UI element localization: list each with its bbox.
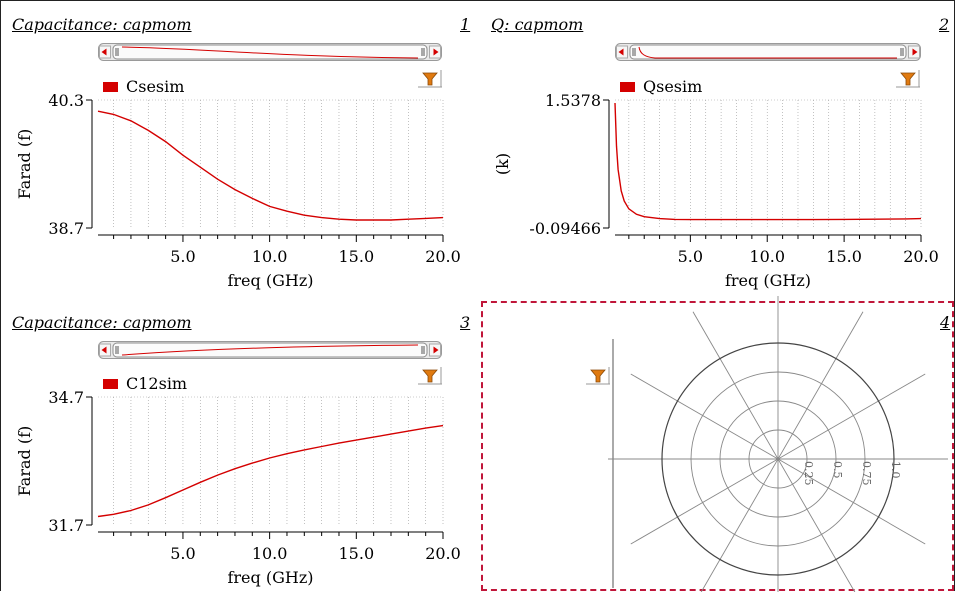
plot-title: Capacitance: capmom [12,15,192,34]
x-range-slider[interactable] [98,42,442,62]
plot-panel-1[interactable]: Capacitance: capmom 1 Csesim 40.3 38.7 Far… [0,0,478,296]
x-range-slider[interactable] [98,340,442,360]
plot-area[interactable]: 40.3 38.7 Farad (f) 5.0 10.0 15.0 20.0 freq (GH… [0,0,478,296]
polar-plot-area[interactable]: 0.25 0.5 0.75 1.0 [478,296,955,592]
slider-left-arrow [101,346,107,354]
funnel-shape [422,369,438,383]
radial-tick-label: 1.0 [889,461,902,479]
slider-preview-curve [121,46,419,59]
x-axis-label: freq (GHz) [227,568,313,587]
x-axis-label: freq (GHz) [725,271,811,290]
x-tick-label: 20.0 [425,544,461,563]
plot-area[interactable]: 1.5378 -0.09466 (k) 5.0 10.0 15.0 20.0 freq (GH… [478,0,955,296]
slider-thumb [629,44,907,60]
x-tick-label: 5.0 [170,247,195,266]
legend-label: C12sim [126,374,188,393]
plot-panel-4[interactable]: 4 0.25 0.5 0.75 1.0 [478,296,955,592]
legend-swatch [103,81,118,92]
filter-icon[interactable] [418,70,442,88]
slider-thumb [112,44,428,60]
x-tick-label: 10.0 [252,544,288,563]
plot-number: 4 [940,313,951,332]
legend-label: Csesim [126,77,185,96]
legend-swatch [620,81,635,92]
polar-spoke [630,373,926,545]
series-line [614,102,922,221]
y-tick-label: 38.7 [48,219,84,238]
slider-right-arrow [433,346,439,354]
x-range-slider[interactable] [615,42,921,62]
x-tick-label: 5.0 [170,544,195,563]
plot-area[interactable]: 34.7 31.7 Farad (f) 5.0 10.0 15.0 20.0 freq (GH… [0,296,478,592]
y-tick-label: 1.5378 [545,91,601,110]
plot-title: Capacitance: capmom [12,313,192,332]
x-tick-label: 15.0 [339,544,375,563]
filter-icon[interactable] [896,70,920,88]
funnel-shape [900,72,916,86]
series-line [97,424,444,518]
plot-panel-2[interactable]: Q: capmom 2 Qsesim 1.5378 -0.09466 (k) 5.0 1… [478,0,955,296]
funnel-shape [590,369,606,383]
y-axis-label: Farad (f) [15,129,34,199]
slider-preview-curve [121,344,419,356]
polar-ring [719,400,837,518]
legend-swatch [103,378,118,389]
radial-tick-label: 0.75 [860,461,873,486]
x-tick-label: 10.0 [252,247,288,266]
polar-ring [748,429,808,489]
y-tick-label: 40.3 [48,91,84,110]
series-line [97,110,444,221]
x-tick-label: 15.0 [826,247,862,266]
filter-icon[interactable] [586,367,610,385]
slider-right-arrow [912,48,918,56]
plot-panel-3[interactable]: Capacitance: capmom 3 C12sim 34.7 31.7 Far… [0,296,478,592]
slider-left-arrow [101,48,107,56]
x-tick-label: 20.0 [425,247,461,266]
slider-thumb [112,342,428,358]
legend: Qsesim [620,77,702,96]
y-tick-label: -0.09466 [529,219,601,238]
slider-preview-curve [638,46,897,59]
plot-number: 3 [460,313,471,332]
radial-tick-label: 0.25 [802,461,815,486]
radial-tick-label: 0.5 [831,461,844,479]
legend: C12sim [103,374,187,393]
plot-number: 2 [939,15,950,34]
x-tick-label: 10.0 [749,247,785,266]
filter-icon[interactable] [418,367,442,385]
y-tick-label: 31.7 [48,516,84,535]
legend-label: Qsesim [643,77,703,96]
y-axis-label: Farad (f) [15,426,34,496]
x-tick-label: 5.0 [678,247,703,266]
plot-title: Q: capmom [491,15,584,34]
selection-outline [481,301,954,591]
x-tick-label: 20.0 [903,247,939,266]
x-tick-label: 15.0 [339,247,375,266]
y-tick-label: 34.7 [48,388,84,407]
slider-right-arrow [433,48,439,56]
polar-ring [661,342,895,576]
polar-ring [690,371,866,547]
y-axis-label: (k) [493,153,512,175]
legend: Csesim [103,77,184,96]
plot-number: 1 [460,15,471,34]
funnel-shape [422,72,438,86]
slider-left-arrow [618,48,624,56]
x-axis-label: freq (GHz) [227,271,313,290]
